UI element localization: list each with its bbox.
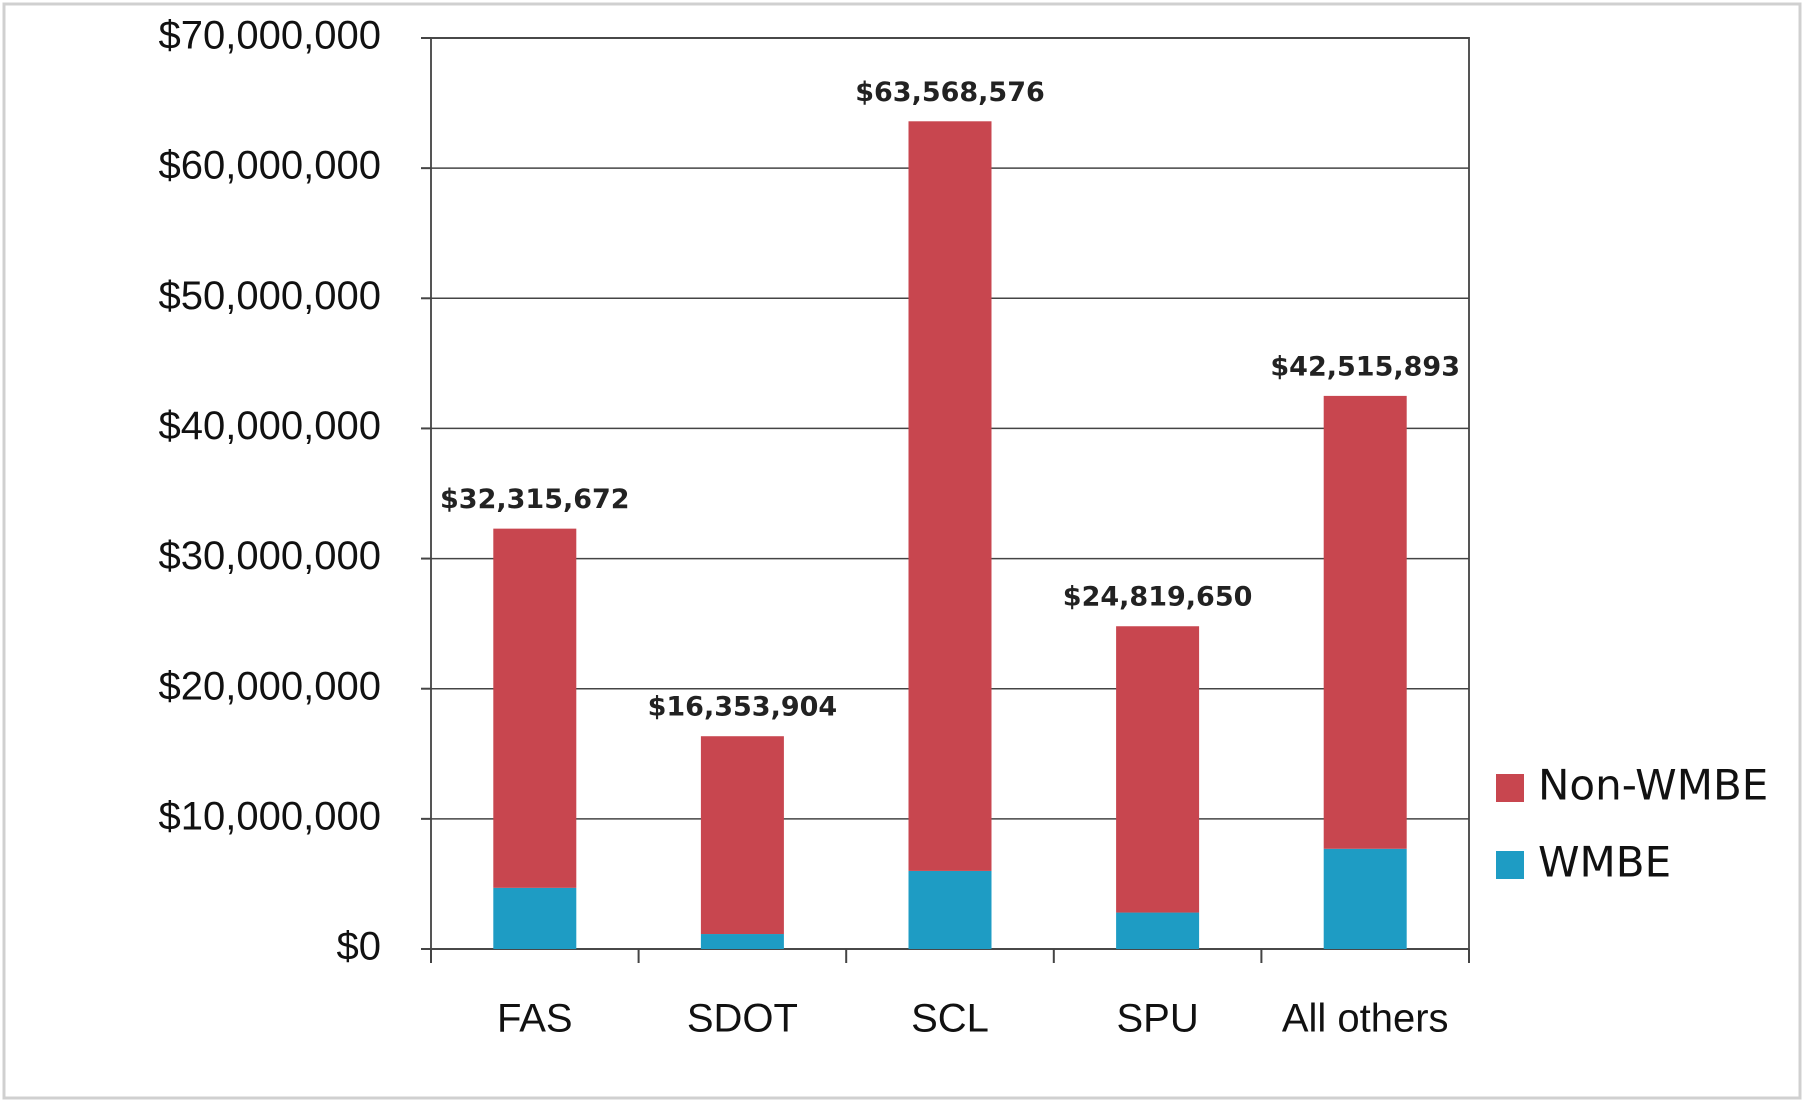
bar-segment: [493, 887, 577, 949]
bar-segment: [908, 121, 992, 871]
legend-label: WMBE: [1538, 838, 1671, 887]
y-tick-label: $40,000,000: [159, 404, 381, 448]
y-tick-label: $70,000,000: [159, 14, 381, 58]
bar-segment: [908, 870, 992, 949]
total-label: $16,353,904: [648, 692, 838, 723]
y-tick-label: $50,000,000: [159, 274, 381, 318]
legend-swatch: [1496, 774, 1524, 802]
x-tick-label: SCL: [911, 997, 989, 1041]
x-tick-label: SDOT: [687, 997, 798, 1041]
x-tick-label: SPU: [1116, 997, 1198, 1041]
y-tick-label: $60,000,000: [159, 144, 381, 188]
bar-segment: [1323, 395, 1407, 849]
bar-segment: [493, 528, 577, 888]
total-label: $32,315,672: [440, 484, 630, 515]
bar-segment: [700, 934, 784, 949]
bar-segment: [1323, 848, 1407, 949]
total-label: $42,515,893: [1270, 351, 1460, 382]
legend-swatch: [1496, 851, 1524, 879]
x-tick-label: All others: [1282, 997, 1449, 1041]
y-tick-label: $20,000,000: [159, 664, 381, 708]
y-tick-label: $30,000,000: [159, 534, 381, 578]
y-tick-label: $10,000,000: [159, 794, 381, 838]
total-label: $24,819,650: [1063, 582, 1253, 613]
bar-segment: [1116, 912, 1200, 949]
y-tick-label: $0: [337, 925, 382, 969]
bar-segment: [1116, 626, 1200, 913]
legend-label: Non-WMBE: [1538, 761, 1768, 810]
x-tick-label: FAS: [497, 997, 573, 1041]
total-label: $63,568,576: [855, 77, 1045, 108]
bar-segment: [700, 736, 784, 935]
